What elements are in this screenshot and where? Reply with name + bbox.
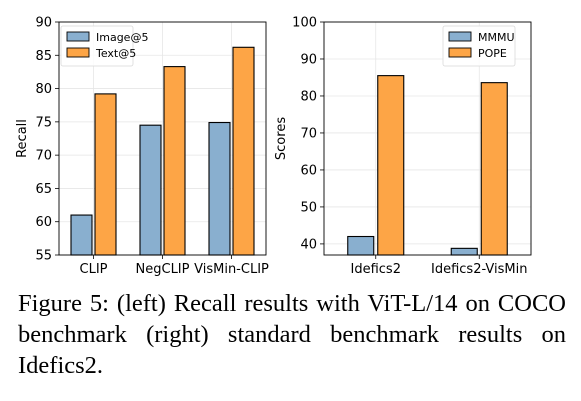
y-tick-label: 65 xyxy=(35,182,52,197)
legend-label: Text@5 xyxy=(95,47,136,60)
y-tick-label: 70 xyxy=(35,149,52,164)
legend-swatch xyxy=(66,31,90,42)
legend-swatch xyxy=(66,47,90,58)
axes-frame xyxy=(58,21,267,256)
y-tick-label: 80 xyxy=(300,89,317,104)
figure-caption: Figure 5: (left) Recall results with ViT… xyxy=(18,290,566,379)
y-tick-label: 100 xyxy=(292,16,317,31)
bar-pope-idefics2 xyxy=(377,75,405,256)
bar-text-5-clip xyxy=(94,93,117,256)
recall-chart: 55 60 65 70 75 80 85 90 CLIP NegCLIP VisMin-CLIP Re… xyxy=(15,16,269,278)
y-tick-label: 50 xyxy=(300,200,317,215)
x-tick-label: Idefics2-VisMin xyxy=(431,262,527,277)
legend-swatch xyxy=(448,31,472,42)
y-tick-label: 90 xyxy=(300,52,317,67)
legend: Image@5 Text@5 xyxy=(60,25,148,67)
bar-text-5-negclip xyxy=(163,66,186,256)
y-tick-label: 55 xyxy=(35,249,52,264)
y-tick-label: 75 xyxy=(35,115,52,130)
y-axis-label: Scores xyxy=(274,117,289,160)
bar-pope-idefics2-vismin xyxy=(480,82,508,256)
x-tick-label: VisMin-CLIP xyxy=(194,262,269,277)
legend-label: MMMU xyxy=(478,31,515,44)
legend-swatch xyxy=(448,47,472,58)
legend-label: Image@5 xyxy=(96,31,148,44)
y-tick-label: 85 xyxy=(35,49,52,64)
y-tick-label: 80 xyxy=(35,82,52,97)
x-tick-label: NegCLIP xyxy=(136,262,190,277)
bar-text-5-vismin-clip xyxy=(232,46,255,256)
scores-chart: 40 50 60 70 80 90 100 Idefics2 Idefics2-VisMin Sc… xyxy=(274,16,532,277)
axes-frame xyxy=(323,21,532,256)
bar-mmmu-idefics2-vismin xyxy=(450,247,478,256)
legend: MMMU POPE xyxy=(442,25,516,67)
legend-label: POPE xyxy=(478,47,507,60)
y-tick-label: 90 xyxy=(35,16,52,31)
y-tick-label: 40 xyxy=(300,237,317,252)
y-axis-label: Recall xyxy=(15,119,30,158)
y-tick-label: 60 xyxy=(35,215,52,230)
bar-mmmu-idefics2 xyxy=(347,235,375,256)
bar-image-5-vismin-clip xyxy=(208,121,231,256)
bar-image-5-negclip xyxy=(139,124,162,256)
y-tick-label: 60 xyxy=(300,163,317,178)
x-tick-label: Idefics2 xyxy=(351,262,401,277)
y-tick-label: 70 xyxy=(300,126,317,141)
bar-image-5-clip xyxy=(70,214,93,256)
x-tick-label: CLIP xyxy=(80,262,108,277)
